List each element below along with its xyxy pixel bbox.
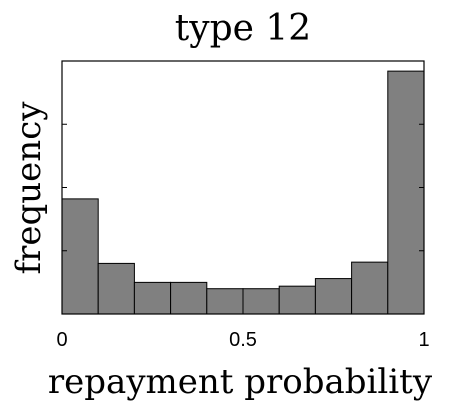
- y-axis-label: frequency: [9, 101, 49, 275]
- x-axis-label: repayment probability: [48, 362, 433, 402]
- histogram-bar: [133, 281, 172, 315]
- histogram-bar: [206, 288, 244, 315]
- histogram-bar: [242, 288, 280, 315]
- histogram-bar: [170, 281, 208, 315]
- histogram-bar: [61, 198, 99, 315]
- chart-title: type 12: [175, 8, 311, 49]
- x-tick-label: 0: [56, 329, 67, 351]
- bars-group: [61, 70, 425, 315]
- x-tick-label: 1: [418, 329, 429, 351]
- histogram-bar: [97, 262, 135, 315]
- y-ticks-group: [62, 123, 424, 252]
- x-ticks-group: 0 0.5 1: [56, 309, 430, 351]
- histogram-bar: [351, 261, 389, 315]
- histogram-bar: [387, 70, 425, 315]
- x-tick-label: 0.5: [229, 329, 257, 351]
- histogram-bar: [278, 285, 316, 315]
- histogram-bar: [314, 278, 353, 315]
